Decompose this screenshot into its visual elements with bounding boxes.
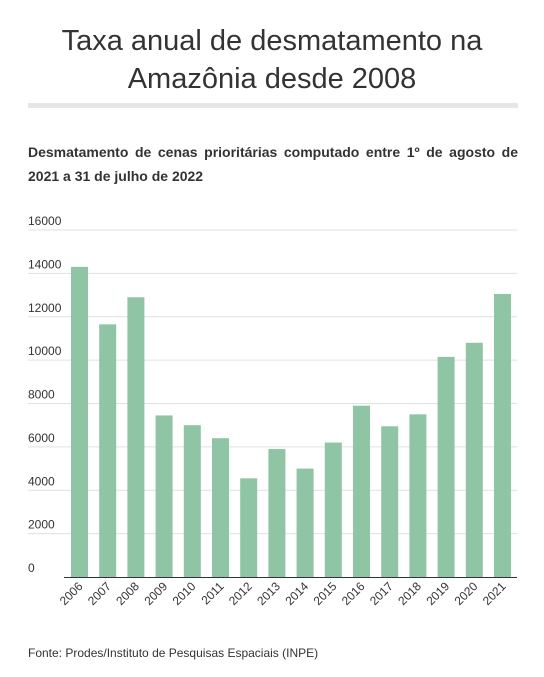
x-tick-label: 2008: [113, 579, 142, 608]
bar-chart: 0 2000 4000 6000 8000 10000 12000 14000 16000 20…: [28, 214, 517, 608]
bar-2009: [155, 415, 173, 577]
x-tick-label: 2009: [141, 579, 170, 608]
y-tick-label: 10000: [28, 344, 62, 358]
bar-2020: [465, 342, 483, 577]
x-axis-ticks: 2006 2007 2008 2009 2010 2011 2012 2013 2014 2015…: [57, 579, 509, 608]
x-tick-label: 2020: [452, 579, 481, 608]
x-tick-label: 2021: [480, 579, 509, 608]
x-tick-label: 2016: [339, 579, 368, 608]
bar-2010: [183, 425, 201, 577]
bars: [71, 266, 511, 577]
x-tick-label: 2011: [198, 579, 226, 607]
x-tick-label: 2007: [85, 579, 114, 608]
bar-2016: [353, 405, 370, 577]
bar-2019: [437, 356, 455, 577]
y-tick-label: 8000: [28, 388, 55, 402]
bar-2018: [409, 414, 427, 577]
x-tick-label: 2017: [367, 579, 396, 608]
bar-2008: [127, 297, 145, 577]
bar-2006: [71, 266, 88, 577]
bar-2007: [99, 324, 117, 577]
bar-2021: [494, 293, 511, 577]
bar-2017: [381, 426, 399, 577]
y-tick-label: 4000: [28, 474, 55, 488]
chart-title-line1: Taxa anual de desmatamento na: [61, 25, 483, 57]
chart-title: Taxa anual de desmatamento na Amazônia d…: [0, 22, 544, 98]
x-tick-label: 2013: [254, 579, 283, 608]
y-tick-label: 16000: [28, 214, 62, 228]
y-tick-label: 14000: [28, 257, 62, 271]
x-tick-label: 2012: [226, 579, 255, 608]
y-tick-label: 2000: [28, 518, 55, 532]
x-tick-label: 2019: [423, 579, 452, 608]
bar-2015: [324, 442, 342, 577]
title-divider: [28, 103, 518, 108]
chart-title-line2: Amazônia desde 2008: [127, 63, 417, 95]
bar-2014: [296, 468, 314, 577]
y-tick-label: 12000: [28, 301, 62, 315]
bar-2012: [240, 478, 258, 577]
y-tick-label: 0: [28, 561, 35, 575]
x-tick-label: 2014: [282, 579, 311, 608]
x-tick-label: 2018: [395, 579, 424, 608]
x-tick-label: 2006: [57, 579, 86, 608]
x-tick-label: 2015: [311, 579, 340, 608]
chart-subtitle: Desmatamento de cenas prioritárias compu…: [28, 144, 518, 184]
x-tick-label: 2010: [170, 579, 199, 608]
y-tick-label: 6000: [28, 431, 55, 445]
y-axis-ticks: 0 2000 4000 6000 8000 10000 12000 14000 16000: [28, 214, 62, 575]
source-note: Fonte: Prodes/Instituto de Pesquisas Esp…: [28, 646, 319, 660]
bar-2011: [212, 438, 229, 577]
bar-2013: [268, 449, 286, 577]
